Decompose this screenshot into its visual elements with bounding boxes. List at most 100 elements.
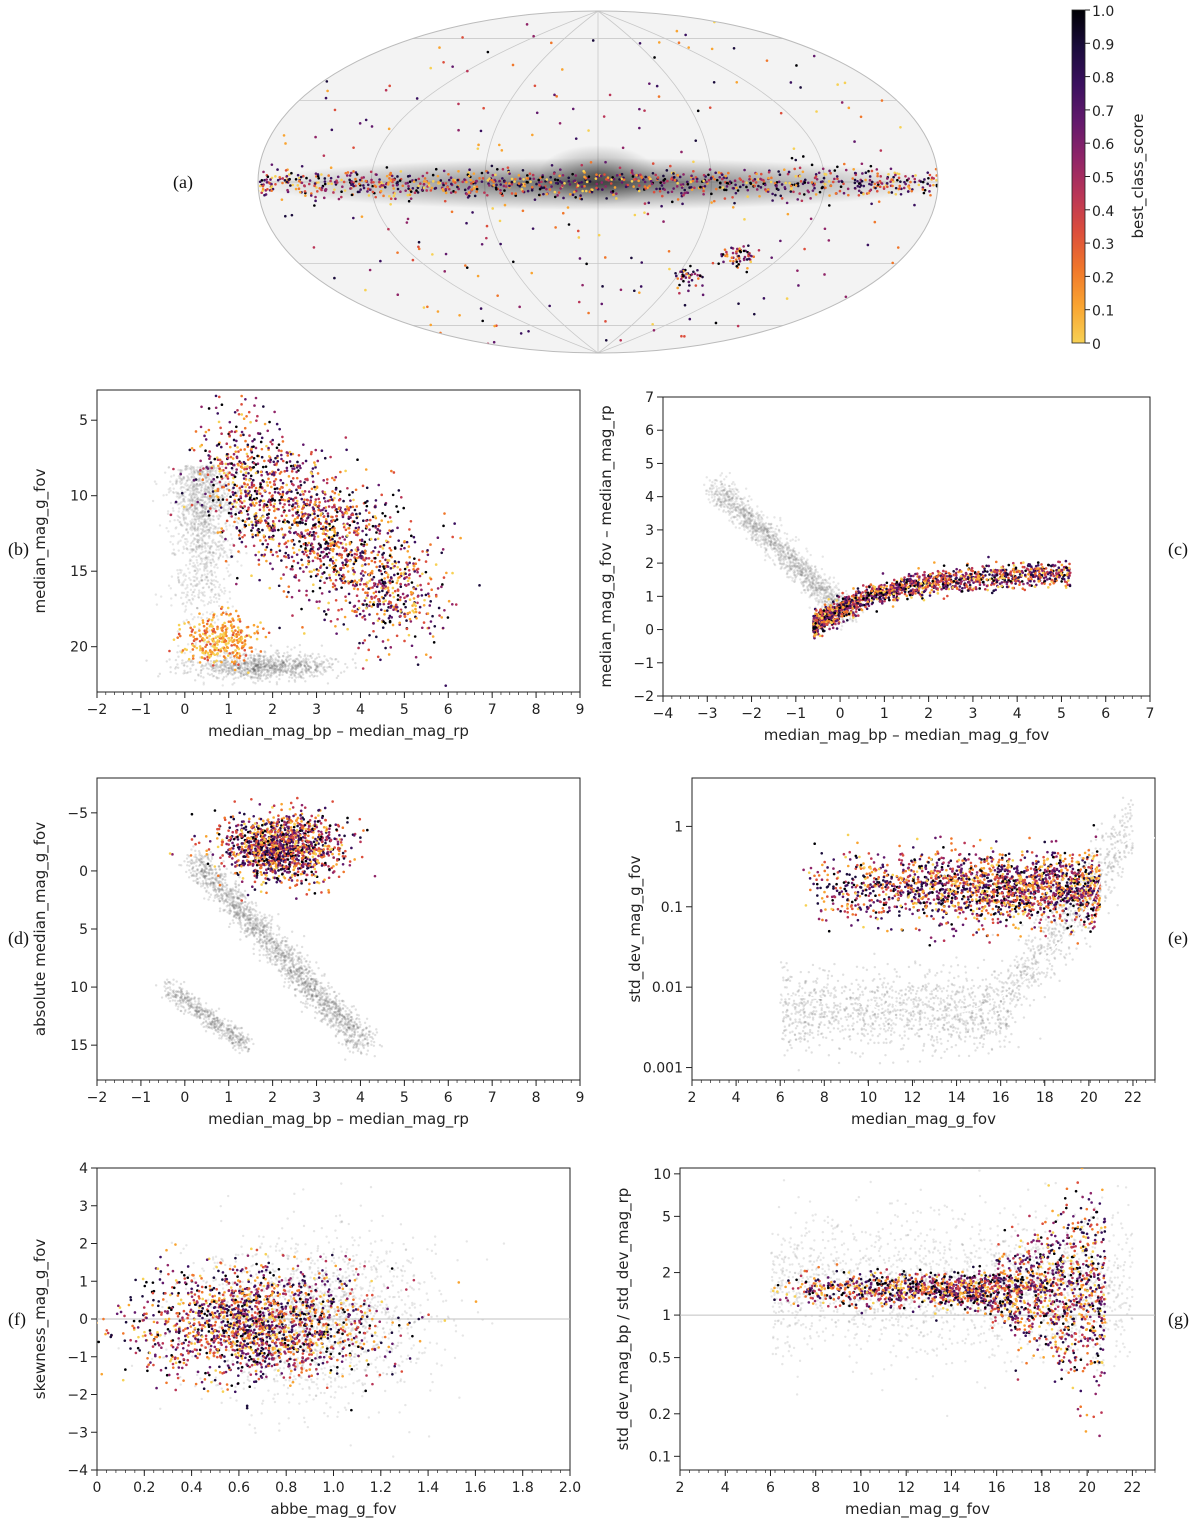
sky-point — [876, 181, 879, 184]
density-point — [195, 555, 198, 559]
data-point — [326, 499, 330, 503]
data-point — [396, 579, 400, 582]
data-point — [260, 447, 264, 451]
density-point — [211, 487, 215, 490]
sky-point — [532, 34, 535, 38]
density-point — [226, 673, 230, 676]
sky-point — [415, 97, 419, 100]
density-point — [199, 491, 202, 494]
sky-point — [670, 190, 674, 194]
sky-point — [741, 180, 745, 183]
density-point — [193, 504, 197, 508]
density-point — [209, 561, 213, 565]
sky-point — [545, 192, 549, 196]
data-point — [325, 481, 329, 485]
data-point — [424, 593, 428, 597]
density-point — [176, 542, 180, 545]
density-point — [193, 522, 196, 526]
data-point — [429, 600, 432, 603]
sky-point — [315, 186, 318, 189]
density-point — [192, 475, 196, 478]
density-point — [188, 577, 191, 580]
density-point — [191, 585, 195, 588]
density-point — [191, 525, 195, 529]
sky-point — [630, 256, 633, 260]
density-point — [207, 516, 210, 519]
sky-point — [794, 158, 798, 162]
sky-point — [688, 276, 691, 279]
data-point — [396, 565, 399, 569]
sky-point — [389, 171, 393, 175]
sky-point — [678, 291, 681, 295]
density-point — [181, 486, 184, 489]
density-point — [226, 503, 229, 507]
density-point — [205, 514, 208, 518]
density-point — [206, 498, 210, 501]
data-point — [378, 602, 382, 606]
data-point — [340, 586, 343, 589]
density-point — [195, 485, 199, 488]
sky-point — [320, 173, 323, 176]
density-point — [218, 472, 222, 476]
sky-point — [447, 173, 450, 176]
data-point — [395, 634, 399, 638]
density-point — [180, 569, 183, 572]
data-point — [391, 586, 395, 590]
sky-point — [393, 178, 396, 182]
density-point — [195, 533, 199, 537]
density-point — [182, 517, 186, 520]
density-point — [197, 554, 200, 557]
sky-point — [567, 176, 571, 180]
data-point — [376, 619, 380, 622]
sky-point — [672, 176, 676, 179]
density-point — [218, 526, 221, 530]
data-point — [346, 627, 349, 631]
sky-point — [430, 186, 434, 190]
data-point — [309, 575, 313, 578]
sky-point — [440, 21, 444, 25]
sky-point — [405, 221, 409, 224]
sky-point — [473, 194, 477, 198]
data-point — [217, 464, 220, 468]
sky-point — [344, 171, 348, 175]
density-point — [226, 492, 230, 496]
sky-point — [553, 93, 556, 97]
density-point — [185, 671, 189, 675]
sky-point — [847, 106, 851, 110]
density-point — [199, 562, 203, 565]
data-point — [351, 505, 355, 509]
sky-point — [731, 251, 735, 255]
density-point — [218, 540, 221, 543]
sky-point — [892, 175, 895, 179]
data-point — [427, 626, 431, 630]
data-point — [306, 549, 309, 553]
sky-point — [366, 187, 370, 191]
density-point — [354, 652, 357, 655]
sky-point — [624, 185, 628, 189]
sky-point — [312, 246, 316, 249]
density-point — [210, 578, 213, 581]
data-point — [422, 603, 426, 607]
sky-point — [601, 188, 604, 191]
data-point — [393, 560, 397, 563]
density-point — [323, 665, 326, 669]
sky-point — [812, 54, 816, 58]
density-point — [223, 509, 226, 512]
sky-point — [660, 194, 664, 198]
sky-point — [270, 189, 273, 192]
sky-point — [861, 172, 864, 175]
data-point — [239, 434, 243, 437]
sky-point — [550, 41, 553, 45]
sky-point — [718, 175, 722, 179]
sky-point — [747, 254, 750, 258]
density-point — [200, 591, 203, 594]
sky-point — [323, 180, 327, 183]
sky-point — [340, 195, 343, 199]
density-point — [262, 655, 265, 658]
sky-point — [720, 173, 724, 177]
sky-point — [259, 184, 262, 188]
density-point — [229, 551, 233, 555]
density-point — [205, 532, 208, 535]
density-point — [188, 599, 191, 602]
density-point — [194, 538, 197, 541]
